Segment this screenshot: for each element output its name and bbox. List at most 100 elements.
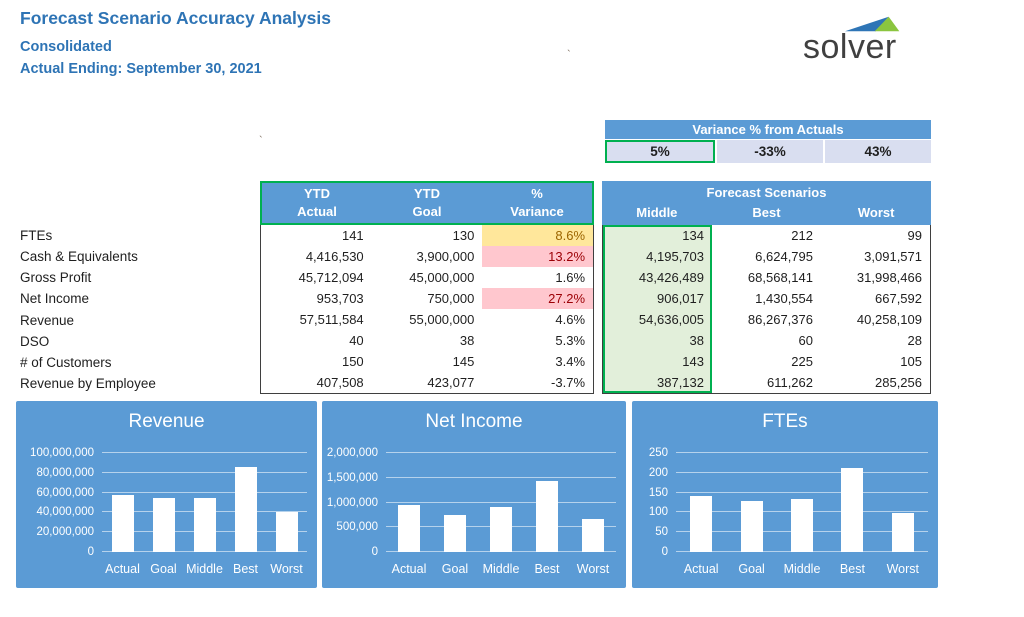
report-entity: Consolidated	[20, 39, 112, 55]
gridline	[386, 476, 616, 478]
ytd-actual-cell: 40	[349, 333, 364, 348]
bar-middle	[490, 507, 512, 552]
worst-cell: 31,998,466	[856, 270, 922, 285]
ytd-goal-cell: 130	[452, 228, 475, 243]
variance-cell: 13.2%	[482, 246, 594, 267]
best-cell: 68,568,141	[747, 270, 813, 285]
table-row: 4,416,530 3,900,000 13.2%	[261, 246, 594, 267]
table-row: 387,132 611,262 285,256	[603, 372, 930, 393]
bar-slot	[225, 453, 266, 552]
middle-cell: 134	[603, 225, 712, 246]
revenue-chart: Revenue 0 20,000,000 40,000,000 60,000,000 8…	[16, 401, 317, 588]
forecast-table-header: Forecast Scenarios Middle Best Worst	[602, 181, 931, 225]
bar-best	[841, 468, 864, 552]
bar-slot	[676, 453, 726, 552]
table-row: 953,703 750,000 27.2%	[261, 288, 594, 309]
bar-worst	[891, 512, 914, 552]
bar-slot	[266, 453, 307, 552]
x-category-label: Middle	[482, 562, 520, 576]
forecast-scenarios-table: Forecast Scenarios Middle Best Worst 134…	[602, 181, 931, 394]
middle-cell: 387,132	[603, 372, 712, 393]
ytd-goal-cell: 423,077	[427, 375, 475, 390]
variance-cell: 27.2%	[482, 288, 594, 309]
worst-cell: 285,256	[875, 375, 922, 390]
row-label: Revenue by Employee	[20, 375, 156, 391]
bar-actual	[398, 504, 420, 552]
column-header-worst: Worst	[857, 205, 895, 220]
x-category-label: Middle	[186, 562, 223, 576]
gridline	[676, 452, 928, 453]
gridline	[102, 491, 307, 493]
y-tick-label: 2,000,000	[326, 447, 378, 459]
variance-from-actuals-table: Variance % from Actuals 5% -33% 43%	[605, 120, 931, 163]
stray-mark: `	[259, 135, 263, 147]
table-row: 38 60 28	[603, 330, 930, 351]
ytd-goal-cell: 145	[452, 354, 475, 369]
y-tick-label: 60,000,000	[36, 486, 94, 499]
chart-title: FTEs	[762, 411, 808, 432]
x-category-label: Best	[232, 562, 258, 576]
y-tick-label: 100,000,000	[30, 447, 94, 459]
row-label: Net Income	[20, 291, 90, 307]
bar-slot	[184, 453, 225, 552]
table-row: 43,426,489 68,568,141 31,998,466	[603, 267, 930, 288]
table-row: 407,508 423,077 -3.7%	[261, 372, 593, 393]
chart-x-axis: Actual Goal Middle Best Worst	[386, 560, 616, 578]
best-cell: 6,624,795	[755, 249, 813, 264]
worst-cell: 28	[907, 333, 922, 348]
stray-mark: `	[567, 49, 571, 61]
table-row: 57,511,584 55,000,000 4.6%	[261, 309, 593, 330]
best-cell: 1,430,554	[755, 291, 813, 306]
ytd-table: YTD Actual YTD Goal % Variance 141 130 8.6…	[260, 181, 594, 394]
y-tick-label: 100	[648, 506, 668, 519]
row-label-column: FTEs Cash & Equivalents Gross Profit Net In…	[20, 225, 256, 394]
bar-middle	[791, 498, 814, 552]
variance-cell: 4.6%	[555, 312, 586, 327]
y-tick-label: 20,000,000	[36, 526, 94, 539]
row-label: Gross Profit	[20, 270, 92, 286]
chart-plot-area	[102, 452, 307, 552]
bar-slot	[478, 453, 524, 552]
bar-slot	[143, 453, 184, 552]
solver-logo-text: solver	[803, 28, 897, 66]
x-category-label: Goal	[441, 562, 469, 576]
best-cell: 60	[798, 333, 813, 348]
best-cell: 225	[791, 354, 813, 369]
y-tick-label: 200	[648, 466, 668, 479]
solver-logo: solver	[801, 4, 921, 68]
row-label: DSO	[20, 333, 50, 349]
bar-slot	[726, 453, 776, 552]
y-tick-label: 1,000,000	[326, 496, 378, 509]
bar-slot	[524, 453, 570, 552]
column-header-best: Best	[752, 205, 781, 220]
bar-slot	[827, 453, 877, 552]
chart-x-axis: Actual Goal Middle Best Worst	[102, 560, 307, 578]
table-row: 45,712,094 45,000,000 1.6%	[261, 267, 593, 288]
table-row: 906,017 1,430,554 667,592	[603, 288, 930, 309]
x-category-label: Goal	[150, 562, 177, 576]
ytd-goal-cell: 3,900,000	[416, 249, 475, 264]
table-row: 40 38 5.3%	[261, 330, 593, 351]
x-category-label: Actual	[105, 562, 140, 576]
x-category-label: Actual	[391, 562, 427, 576]
solver-logo-mark-icon	[845, 16, 900, 32]
best-cell: 611,262	[766, 375, 813, 390]
table-row: 143 225 105	[603, 351, 930, 372]
best-cell: 212	[791, 228, 813, 243]
y-tick-label: 500,000	[336, 521, 378, 534]
chart-plot-area	[386, 452, 616, 552]
variance-cell-2: 43%	[825, 140, 931, 163]
middle-cell: 43,426,489	[603, 267, 712, 288]
ytd-actual-cell: 953,703	[316, 291, 364, 306]
bar-slot	[878, 453, 928, 552]
variance-cell-1: -33%	[717, 140, 823, 163]
y-tick-label: 150	[648, 486, 668, 499]
chart-y-axis: 0 50 100 150 200 250	[632, 447, 668, 558]
y-tick-label: 250	[648, 447, 668, 459]
net-income-chart: Net Income 0 500,000 1,000,000 1,500,000 2,0…	[322, 401, 626, 588]
gridline	[386, 452, 616, 453]
bar-best	[536, 481, 558, 552]
variance-cell-0: 5%	[605, 140, 715, 163]
ytd-actual-cell: 45,712,094	[298, 270, 364, 285]
y-tick-label: 0	[661, 546, 668, 558]
